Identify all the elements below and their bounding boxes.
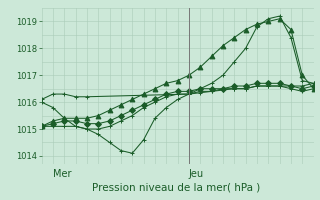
Text: Mer: Mer <box>53 169 71 179</box>
Text: Pression niveau de la mer( hPa ): Pression niveau de la mer( hPa ) <box>92 182 260 192</box>
Text: Jeu: Jeu <box>189 169 204 179</box>
